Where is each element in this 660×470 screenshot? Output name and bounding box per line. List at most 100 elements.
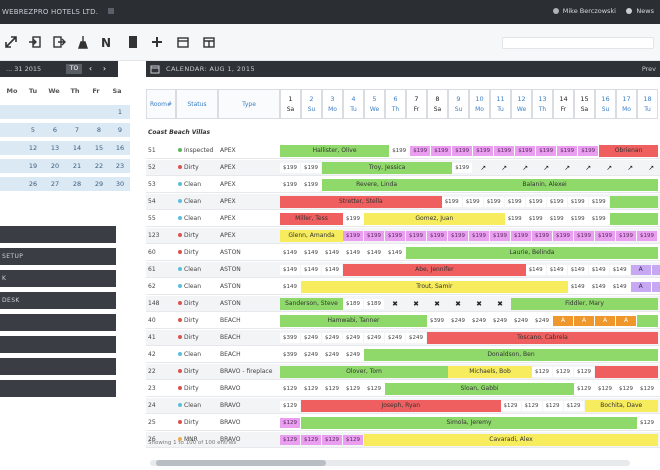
blocked-icon[interactable]: ✖ <box>434 300 440 308</box>
rate-cell[interactable]: $129 <box>280 435 300 445</box>
rate-cell[interactable]: $199 <box>385 231 405 241</box>
rate-cell[interactable]: $199 <box>546 214 567 224</box>
calendar-day[interactable] <box>66 105 88 119</box>
expand-icon[interactable]: ↗ <box>522 164 529 172</box>
news-link[interactable]: News <box>626 7 654 15</box>
rate-cell[interactable]: $199 <box>515 146 536 156</box>
calendar-day[interactable]: 7 <box>66 123 88 137</box>
rate-cell[interactable]: $149 <box>588 282 609 292</box>
reservation-bar[interactable]: Toscano, Cabrela <box>427 332 658 344</box>
calendar-day[interactable]: 14 <box>66 141 88 155</box>
rate-cell[interactable]: $249 <box>364 333 384 343</box>
reservation-bar[interactable]: Cavaradi, Alex <box>364 434 658 446</box>
rate-cell[interactable]: $199 <box>595 231 615 241</box>
rate-cell[interactable]: $199 <box>494 146 515 156</box>
expand-icon[interactable]: ↗ <box>627 164 634 172</box>
day-header[interactable]: 7 Fr <box>406 89 427 119</box>
day-header[interactable]: 16 Su <box>595 89 616 119</box>
day-header[interactable]: 5 We <box>364 89 385 119</box>
reservation-bar[interactable]: Sloan, Gabbi <box>385 383 574 395</box>
availability-marker[interactable]: A <box>630 265 651 275</box>
calendar-day[interactable]: 6 <box>44 123 66 137</box>
rate-cell[interactable]: $129 <box>364 384 384 394</box>
rate-cell[interactable]: $189 <box>364 299 384 309</box>
rate-cell[interactable]: $149 <box>567 265 588 275</box>
rate-cell[interactable]: $249 <box>490 316 510 326</box>
calendar-day[interactable]: 19 <box>22 159 44 173</box>
rate-cell[interactable]: $199 <box>525 197 546 207</box>
room-status[interactable]: Dirty <box>178 364 199 380</box>
reservation-bar[interactable]: Troy, Jessica <box>322 162 453 174</box>
housekeeping-icon[interactable] <box>76 35 90 49</box>
calendar-day[interactable] <box>0 105 22 119</box>
column-header-room[interactable]: Room# <box>146 89 176 119</box>
rate-cell[interactable]: $199 <box>448 231 468 241</box>
calendar-day[interactable]: 13 <box>44 141 66 155</box>
rate-cell[interactable]: $149 <box>588 265 609 275</box>
rate-cell[interactable]: $129 <box>574 367 594 377</box>
reservation-bar[interactable]: Hamwabi, Tanner <box>280 315 427 327</box>
calendar-day[interactable]: 30 <box>110 177 130 191</box>
print-button[interactable]: Prev <box>641 65 656 73</box>
reservation-bar[interactable]: Revere, Linda <box>322 179 432 191</box>
reservation-bar[interactable]: Abe, Jennifer <box>343 264 526 276</box>
rate-cell[interactable]: $199 <box>280 180 300 190</box>
rate-cell[interactable]: $249 <box>343 333 363 343</box>
expand-icon[interactable]: ↗ <box>606 164 613 172</box>
room-status[interactable]: Clean <box>178 177 201 193</box>
reservation-bar[interactable]: Balanin, Alexei <box>431 179 658 191</box>
rate-cell[interactable]: $199 <box>546 197 567 207</box>
reservation-bar[interactable] <box>595 366 658 378</box>
day-header[interactable]: 17 Mo <box>616 89 637 119</box>
blocked-icon[interactable]: ✖ <box>497 300 503 308</box>
reservation-bar[interactable]: Joseph, Ryan <box>301 400 501 412</box>
day-header[interactable]: 1 Sa <box>280 89 301 119</box>
calendar-day[interactable] <box>22 105 44 119</box>
calendar-day[interactable]: 26 <box>22 177 44 191</box>
rate-cell[interactable]: $199 <box>410 146 431 156</box>
rate-cell[interactable]: $199 <box>301 163 321 173</box>
rate-cell[interactable]: $149 <box>385 248 405 258</box>
calendar-day[interactable]: 20 <box>44 159 66 173</box>
rate-cell[interactable]: $129 <box>521 401 542 411</box>
availability-marker[interactable]: A <box>574 316 594 326</box>
availability-marker[interactable]: A <box>630 282 651 292</box>
day-header[interactable]: 10 Mo <box>469 89 490 119</box>
reservation-bar[interactable]: Hallister, Olive <box>280 145 390 157</box>
rate-cell[interactable]: $199 <box>483 197 504 207</box>
rate-cell[interactable]: $149 <box>609 265 630 275</box>
no-show-icon[interactable]: N <box>100 35 114 50</box>
rate-cell[interactable]: $149 <box>567 282 588 292</box>
reservation-bar[interactable]: Glenn, Amanda <box>280 230 343 242</box>
next-month-button[interactable]: › <box>102 64 107 73</box>
rate-cell[interactable]: $399 <box>280 350 300 360</box>
reservation-bar[interactable]: Trout, Samir <box>301 281 568 293</box>
rate-cell[interactable]: $149 <box>322 248 342 258</box>
rate-cell[interactable]: $199 <box>431 146 452 156</box>
side-nav-item[interactable] <box>0 314 116 331</box>
rate-cell[interactable]: $249 <box>532 316 552 326</box>
calendar-grid-icon[interactable] <box>202 35 216 49</box>
expand-icon[interactable]: ↗ <box>585 164 592 172</box>
day-header[interactable]: 6 Th <box>385 89 406 119</box>
column-header-status[interactable]: Status <box>176 89 218 119</box>
rate-cell[interactable]: $199 <box>504 214 525 224</box>
reservation-bar[interactable]: Obrienan <box>599 145 658 157</box>
day-header[interactable]: 4 Tu <box>343 89 364 119</box>
rate-cell[interactable]: $199 <box>364 231 384 241</box>
rate-cell[interactable]: $199 <box>504 197 525 207</box>
calendar-day[interactable]: 21 <box>66 159 88 173</box>
sign-out-icon[interactable] <box>52 35 66 49</box>
day-header[interactable]: 13 Th <box>532 89 553 119</box>
rate-cell[interactable]: $199 <box>280 163 300 173</box>
rate-cell[interactable]: $129 <box>637 418 657 428</box>
rate-cell[interactable]: $199 <box>427 231 447 241</box>
day-header[interactable]: 14 Fr <box>553 89 574 119</box>
rate-cell[interactable]: $149 <box>525 265 546 275</box>
rate-cell[interactable]: $149 <box>322 265 342 275</box>
calendar-day[interactable]: 15 <box>88 141 110 155</box>
rate-cell[interactable]: $199 <box>616 231 636 241</box>
room-status[interactable]: Dirty <box>178 313 199 329</box>
rate-cell[interactable]: $129 <box>343 384 363 394</box>
day-header[interactable]: 8 Sa <box>427 89 448 119</box>
